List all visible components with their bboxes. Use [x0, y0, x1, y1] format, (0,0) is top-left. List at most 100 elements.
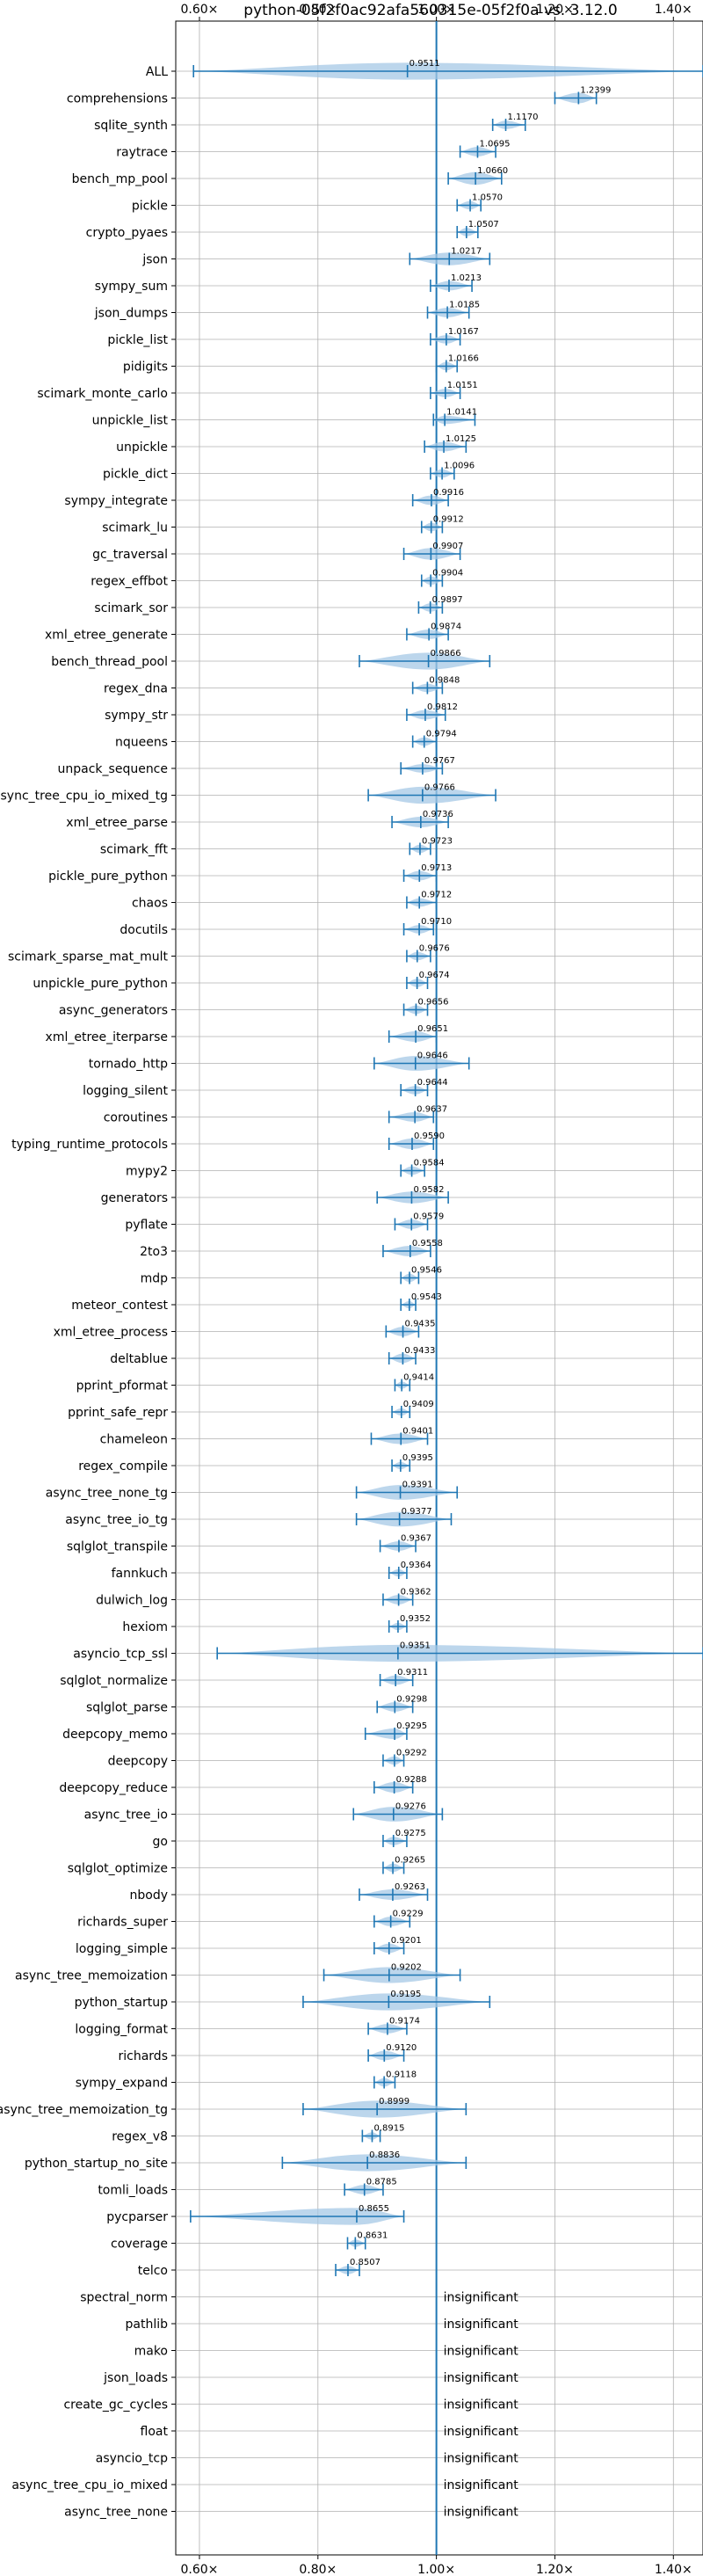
category-label: spectral_norm [80, 2291, 168, 2305]
value-label: 0.9579 [413, 1212, 444, 1222]
category-label: deepcopy_memo [62, 1728, 168, 1742]
value-label: 0.9377 [402, 1507, 432, 1517]
category-label: mako [134, 2345, 168, 2359]
value-label: 0.9676 [419, 944, 450, 954]
value-label: 0.9543 [411, 1292, 442, 1302]
insignificant-label: insignificant [444, 2398, 519, 2412]
value-label: 1.0125 [446, 434, 476, 444]
category-label: scimark_lu [102, 521, 168, 535]
value-label: 0.9395 [402, 1453, 433, 1463]
value-label: 0.9794 [426, 730, 457, 739]
value-label: 0.9288 [396, 1775, 427, 1785]
category-label: scimark_sor [94, 601, 168, 615]
x-tick-label-bottom: 0.80× [299, 2563, 337, 2576]
category-label: coroutines [104, 1111, 168, 1125]
category-label: unpickle [116, 440, 168, 455]
value-label: 0.9766 [424, 783, 455, 793]
category-label: tomli_loads [98, 2184, 168, 2198]
category-label: async_tree_memoization_tg [0, 2103, 168, 2117]
category-label: raytrace [116, 146, 168, 160]
category-label: xml_etree_process [54, 1326, 168, 1340]
value-label: 1.0217 [451, 247, 482, 257]
value-label: 0.9433 [404, 1346, 435, 1356]
category-label: async_tree_io_tg [65, 1513, 168, 1527]
plot-frame [175, 20, 703, 2556]
category-label: unpickle_pure_python [33, 977, 168, 991]
value-label: 0.9362 [401, 1588, 431, 1597]
category-label: async_tree_none [64, 2506, 168, 2520]
category-label: generators [101, 1191, 168, 1205]
category-label: json [141, 253, 168, 267]
x-tick-label-bottom: 1.40× [655, 2563, 692, 2576]
value-label: 0.9174 [389, 2017, 420, 2027]
violin-layer [190, 62, 703, 2276]
category-label: chameleon [100, 1433, 168, 1447]
value-label: 0.9767 [424, 756, 455, 766]
value-label: 0.9912 [433, 515, 464, 525]
value-label: 0.9409 [403, 1400, 434, 1409]
value-label: 0.9292 [396, 1749, 427, 1758]
value-label: 0.9546 [411, 1266, 442, 1276]
value-label: 1.1170 [508, 113, 539, 122]
category-label: json_loads [103, 2371, 168, 2385]
category-label: pathlib [126, 2318, 169, 2332]
value-label: 0.9713 [421, 863, 452, 873]
value-label: 0.9710 [421, 917, 452, 927]
label-layer: 0.9511 1.2399 1.1170 1.0695 1.0660 1.0570 1.05… [350, 59, 611, 2520]
x-tick-label-bottom: 0.60× [181, 2563, 219, 2576]
value-label: 0.8631 [357, 2231, 388, 2241]
category-label: 2to3 [140, 1245, 168, 1259]
category-label: docutils [120, 923, 168, 937]
insignificant-label: insignificant [444, 2371, 519, 2385]
category-label: pycparser [106, 2210, 168, 2224]
insignificant-label: insignificant [444, 2478, 519, 2492]
value-label: 1.2399 [580, 86, 611, 96]
value-label: 0.9201 [391, 1936, 422, 1946]
value-label: 0.9897 [432, 595, 463, 605]
insignificant-label: insignificant [444, 2425, 519, 2439]
category-label: deepcopy [108, 1755, 168, 1769]
category-label: asyncio_tcp_ssl [73, 1648, 168, 1662]
category-label: regex_v8 [112, 2130, 168, 2144]
category-label: async_tree_none_tg [46, 1487, 168, 1501]
value-label: 0.9401 [402, 1427, 433, 1437]
category-label: deepcopy_reduce [59, 1781, 168, 1795]
insignificant-label: insignificant [444, 2345, 519, 2359]
value-label: 1.0507 [468, 220, 499, 229]
category-label: bench_thread_pool [51, 655, 168, 669]
x-tick-label-top: 1.40× [655, 3, 692, 17]
category-label: async_tree_io [84, 1808, 168, 1823]
category-label: async_generators [59, 1004, 168, 1018]
category-label: pidigits [123, 360, 168, 375]
category-label: create_gc_cycles [63, 2398, 168, 2412]
category-label: sqlglot_normalize [60, 1674, 168, 1688]
category-label: dulwich_log [96, 1594, 168, 1608]
category-label: mypy2 [126, 1165, 168, 1179]
value-label: 0.9907 [432, 542, 463, 551]
value-label: 0.9723 [422, 837, 453, 847]
chart-title: python-05f2f0ac92afa560315e-05f2f0a vs. … [243, 2, 617, 19]
category-label: regex_effbot [91, 575, 168, 589]
category-label: nqueens [115, 736, 168, 750]
category-label: python_startup_no_site [25, 2157, 168, 2171]
value-label: 0.8507 [350, 2258, 380, 2267]
category-label: logging_silent [83, 1084, 168, 1098]
value-label: 1.0695 [479, 140, 510, 149]
category-label: float [141, 2425, 169, 2439]
category-label: comprehensions [67, 92, 168, 106]
value-label: 1.0213 [451, 273, 482, 283]
value-label: 0.9265 [395, 1856, 425, 1866]
category-label: deltablue [110, 1352, 168, 1366]
category-label: pickle_pure_python [48, 870, 168, 884]
value-label: 0.9276 [395, 1802, 426, 1812]
value-label: 0.9904 [432, 569, 463, 579]
value-label: 0.9229 [393, 1910, 424, 1919]
value-label: 1.0096 [444, 462, 475, 471]
value-label: 1.0151 [447, 381, 478, 390]
tick-layer: 0.60× 0.60× 0.80× 0.80× 1.00× 1.00× 1.20× 1.20×… [0, 3, 692, 2576]
category-label: logging_simple [76, 1942, 168, 1956]
category-label: scimark_sparse_mat_mult [8, 950, 168, 964]
value-label: 0.9275 [395, 1829, 426, 1838]
category-label: fannkuch [112, 1567, 168, 1581]
